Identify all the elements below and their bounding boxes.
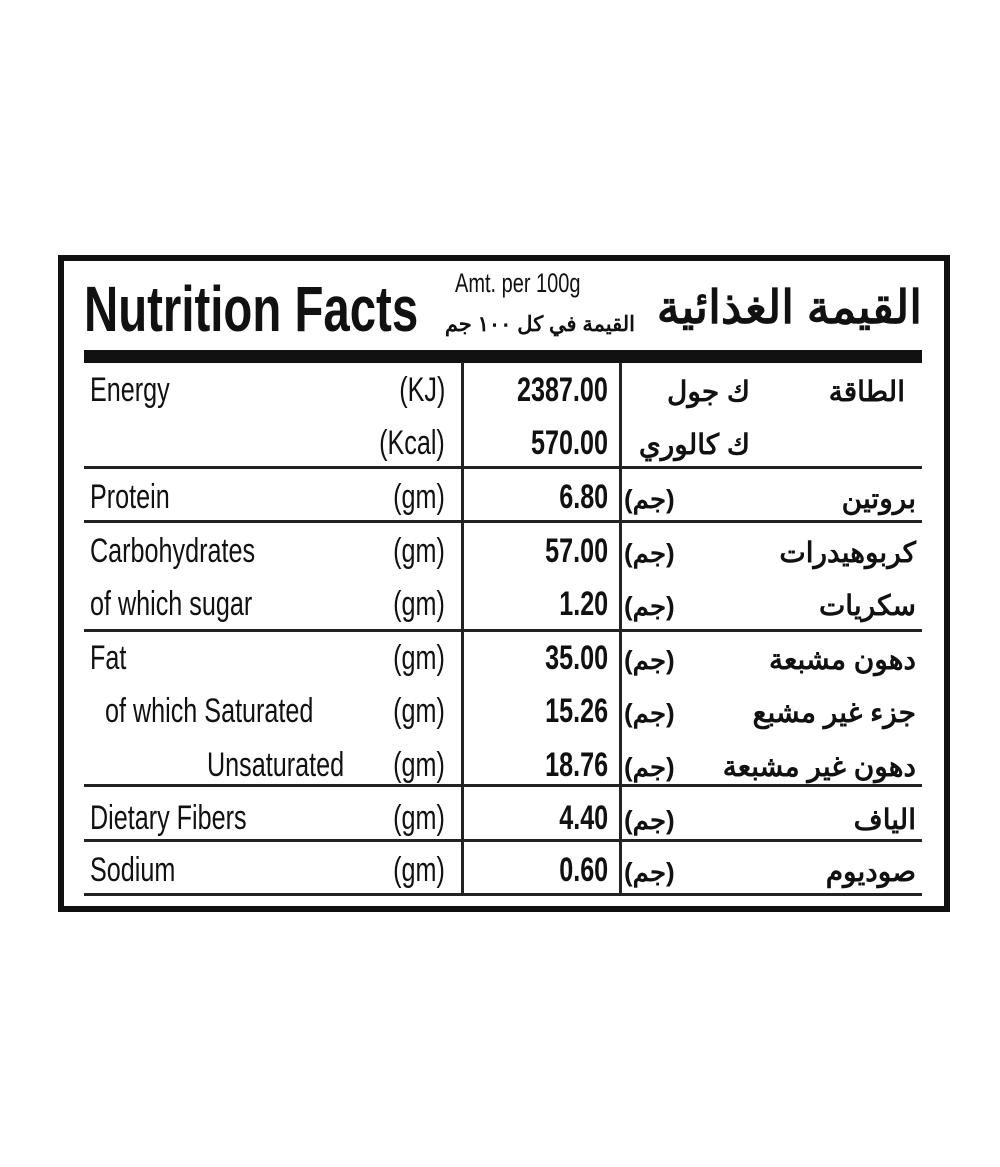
unit: (Kcal) [379,424,445,462]
label-arabic: سكريات [818,590,916,621]
value: 2387.00 [517,371,608,409]
label-arabic: الياف [853,804,916,835]
amount-text: Amt. per 100g [455,268,581,298]
label-arabic: الطاقة [828,376,905,407]
value: 570.00 [531,424,608,462]
unit-arabic: ك جول [667,376,750,407]
unit-arabic: (جم) [624,857,675,887]
value: 0.60 [559,851,608,889]
label: Fat [90,639,127,677]
row-divider [84,893,922,896]
unit-arabic: (جم) [624,484,675,514]
unit: (gm) [393,692,445,730]
header-divider [84,350,922,363]
label: Carbohydrates [90,532,256,570]
unit: (gm) [393,639,445,677]
column-divider [619,362,622,895]
label: of which sugar [90,585,253,623]
unit: (gm) [393,746,445,784]
unit: (gm) [393,478,445,516]
value: 18.76 [545,746,608,784]
row-divider [84,784,922,787]
label-arabic: صوديوم [825,856,916,887]
nutrition-facts-panel [58,255,950,912]
unit: (gm) [393,585,445,623]
value: 35.00 [545,639,608,677]
label: Protein [90,478,170,516]
label: Sodium [90,851,176,889]
row-divider [84,466,922,469]
value: 15.26 [545,692,608,730]
unit-arabic: ك كالوري [638,429,750,460]
unit: (gm) [393,532,445,570]
label: Energy [90,371,170,409]
unit-arabic: (جم) [624,752,675,782]
label: Dietary Fibers [90,799,247,837]
unit: (gm) [393,799,445,837]
label-arabic: بروتين [841,483,916,514]
title-arabic: القيمة الغذائية [656,281,922,333]
amount-per-arabic: القيمة في كل ١٠٠ جم [444,313,635,336]
unit-arabic: (جم) [624,591,675,621]
unit: (gm) [393,851,445,889]
unit: (KJ) [398,371,445,409]
value: 1.20 [559,585,608,623]
value: 6.80 [559,478,608,516]
amount-per: Amt. per 100g [455,268,625,299]
title: Nutrition Facts [84,272,536,346]
label-arabic: دهون غير مشبعة [722,751,916,782]
label-arabic: كربوهيدرات [779,537,916,568]
unit-arabic: (جم) [624,805,675,835]
unit-arabic: (جم) [624,698,675,728]
value: 57.00 [545,532,608,570]
row-divider [84,839,922,842]
unit-arabic: (جم) [624,645,675,675]
label: of which Saturated [105,692,314,730]
unit-arabic: (جم) [624,538,675,568]
label-arabic: جزء غير مشبع [752,697,916,728]
column-divider [461,362,464,895]
label: Unsaturated [207,746,345,784]
title-text: Nutrition Facts [84,273,419,345]
value: 4.40 [559,799,608,837]
label-arabic: دهون مشبعة [769,644,916,675]
row-divider [84,629,922,632]
row-divider [84,520,922,523]
